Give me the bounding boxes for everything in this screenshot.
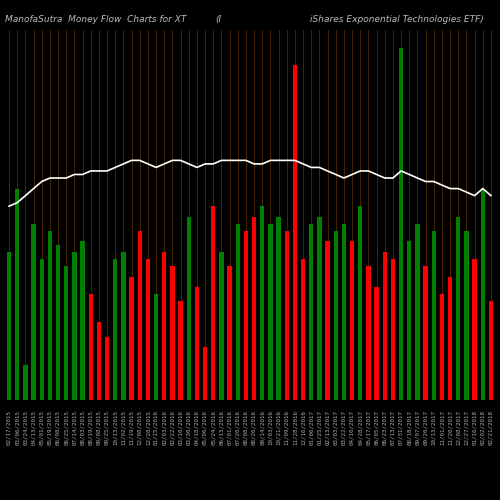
Bar (154, 294, 158, 400)
Text: ManofaSutra  Money Flow  Charts for XT: ManofaSutra Money Flow Charts for XT (5, 15, 186, 24)
Bar (186, 217, 191, 400)
Bar (317, 217, 322, 400)
Bar (32, 224, 36, 400)
Text: iShares Exponential Technologies ETF): iShares Exponential Technologies ETF) (310, 15, 484, 24)
Bar (448, 276, 452, 400)
Bar (374, 287, 379, 400)
Bar (358, 206, 362, 400)
Bar (456, 217, 460, 400)
Bar (276, 217, 281, 400)
Bar (472, 259, 477, 400)
Bar (88, 294, 93, 400)
Bar (138, 231, 142, 400)
Bar (390, 259, 395, 400)
Bar (415, 224, 420, 400)
Bar (72, 252, 76, 400)
Bar (424, 266, 428, 400)
Bar (96, 322, 101, 400)
Bar (268, 224, 272, 400)
Bar (366, 266, 370, 400)
Bar (480, 188, 485, 400)
Bar (301, 259, 306, 400)
Bar (162, 252, 166, 400)
Bar (146, 259, 150, 400)
Bar (113, 259, 117, 400)
Bar (105, 336, 110, 400)
Bar (48, 231, 52, 400)
Text: (I: (I (215, 15, 221, 24)
Bar (350, 242, 354, 400)
Bar (194, 287, 199, 400)
Bar (178, 302, 183, 400)
Bar (23, 365, 28, 400)
Bar (219, 252, 224, 400)
Bar (244, 231, 248, 400)
Bar (252, 217, 256, 400)
Bar (15, 188, 20, 400)
Bar (211, 206, 216, 400)
Bar (464, 231, 468, 400)
Bar (56, 245, 60, 400)
Bar (7, 252, 12, 400)
Bar (342, 224, 346, 400)
Bar (260, 206, 264, 400)
Bar (170, 266, 174, 400)
Bar (407, 242, 412, 400)
Bar (432, 231, 436, 400)
Bar (399, 48, 404, 400)
Bar (488, 302, 493, 400)
Bar (40, 259, 44, 400)
Bar (121, 252, 126, 400)
Bar (326, 242, 330, 400)
Bar (440, 294, 444, 400)
Bar (334, 231, 338, 400)
Bar (130, 276, 134, 400)
Bar (309, 224, 314, 400)
Bar (203, 347, 207, 400)
Bar (228, 266, 232, 400)
Bar (382, 252, 387, 400)
Bar (80, 242, 85, 400)
Bar (284, 231, 289, 400)
Bar (292, 65, 297, 400)
Bar (236, 224, 240, 400)
Bar (64, 266, 68, 400)
